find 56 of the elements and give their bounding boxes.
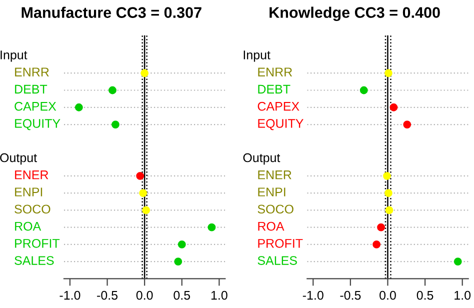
- category-label: ROA: [258, 222, 284, 231]
- x-tick-label: 1.0: [211, 290, 228, 300]
- category-label: Output: [0, 153, 37, 165]
- x-tick-label: 0.0: [380, 290, 396, 300]
- point: [208, 223, 216, 232]
- category-label: PROFIT: [258, 238, 303, 248]
- point: [360, 86, 368, 94]
- category-label: SALES: [258, 256, 297, 265]
- point: [384, 69, 392, 78]
- point: [403, 120, 412, 128]
- category-label: Output: [243, 153, 280, 165]
- point: [384, 189, 392, 198]
- category-label: SOCO: [258, 204, 294, 214]
- x-tick-label: -1.0: [60, 290, 80, 300]
- category-label: ENRR: [15, 68, 49, 76]
- category-label: Input: [244, 50, 270, 62]
- category-label: DEBT: [258, 84, 290, 94]
- x-tick-label: -0.5: [340, 290, 361, 300]
- x-tick-label: -0.5: [97, 290, 118, 300]
- category-label: ENPI: [258, 188, 286, 196]
- point: [454, 258, 462, 266]
- point: [74, 103, 83, 112]
- point: [174, 258, 182, 266]
- point: [385, 206, 394, 214]
- category-label: EQUITY: [258, 119, 304, 130]
- x-tick-label: -1.0: [302, 290, 324, 300]
- x-tick-label: 0.5: [174, 290, 190, 300]
- point: [108, 86, 116, 94]
- point: [383, 172, 391, 180]
- chart-title: Knowledge CC3 = 0.400: [270, 6, 440, 22]
- x-tick-label: 0.5: [416, 290, 434, 300]
- category-label: Input: [0, 50, 28, 62]
- category-label: ENER: [15, 170, 48, 180]
- point: [377, 223, 385, 232]
- category-label: SALES: [14, 256, 54, 265]
- point: [142, 206, 150, 214]
- category-label: ENER: [258, 170, 292, 180]
- category-label: PROFIT: [15, 238, 60, 248]
- category-label: DEBT: [15, 84, 48, 94]
- point: [372, 240, 380, 248]
- category-label: ROA: [15, 222, 42, 231]
- category-label: ENRR: [258, 68, 292, 76]
- point: [178, 240, 186, 248]
- point: [136, 172, 144, 180]
- point: [112, 120, 120, 128]
- category-label: ENPI: [15, 188, 42, 196]
- category-label: CAPEX: [14, 102, 56, 111]
- x-tick-label: 1.0: [454, 290, 471, 300]
- category-label: CAPEX: [258, 102, 300, 111]
- x-tick-label: 0.0: [136, 290, 153, 300]
- point: [390, 103, 398, 112]
- category-label: EQUITY: [15, 119, 60, 130]
- point: [139, 189, 148, 198]
- point: [140, 69, 149, 78]
- category-label: SOCO: [14, 204, 50, 214]
- chart-title: Manufacture CC3 = 0.307: [22, 6, 202, 18]
